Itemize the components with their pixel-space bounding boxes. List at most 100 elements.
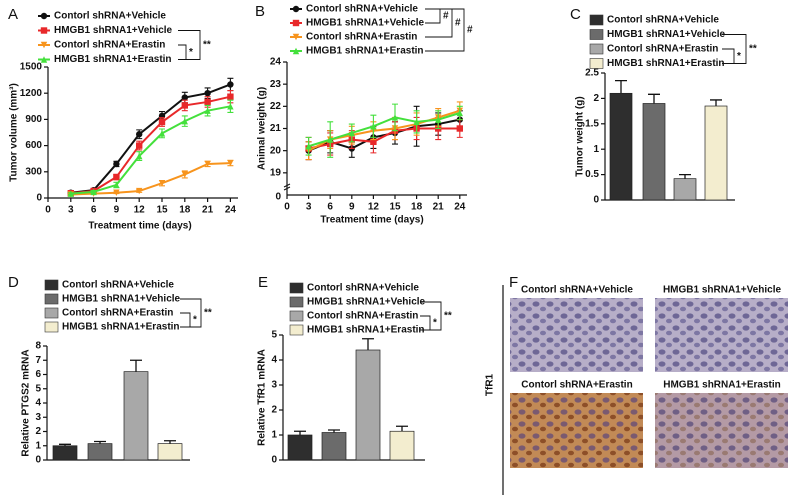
marker [456, 109, 463, 117]
legend-marker [292, 5, 300, 13]
x-tick-label: 21 [433, 202, 445, 213]
x-tick-label: 21 [202, 205, 214, 216]
y-tick-label: 1.5 [585, 118, 599, 129]
marker [348, 129, 355, 137]
marker [204, 160, 211, 168]
legend-label: Contorl shRNA+Erastin [307, 311, 418, 322]
marker [370, 138, 377, 145]
significance-label: * [737, 51, 741, 62]
significance-label: * [189, 47, 193, 58]
legend-label: HMGB1 shRNA1+Vehicle [307, 297, 426, 308]
bar [321, 432, 347, 461]
legend-label: Contorl shRNA+Erastin [54, 40, 165, 51]
x-tick-label: 6 [327, 202, 333, 213]
significance-label: ** [749, 44, 757, 55]
panel-label: C [570, 6, 581, 23]
chart: B Animal weight (g)19 20 21 22 23 24 Contorl sh… [255, 3, 473, 226]
y-tick-label: 0 [271, 455, 277, 466]
legend-marker [292, 19, 300, 27]
legend-label: HMGB1 shRNA1+Vehicle [54, 25, 173, 36]
bar [355, 349, 381, 461]
marker [181, 94, 188, 101]
x-tick-label: 15 [156, 205, 168, 216]
legend-label: Contorl shRNA+Vehicle [306, 4, 418, 15]
marker [204, 90, 211, 97]
legend-swatch [589, 58, 604, 69]
y-tick-label: 23 [270, 79, 282, 90]
legend-label: HMGB1 shRNA1+Erastin [306, 46, 424, 57]
x-tick-label: 12 [134, 205, 146, 216]
panel-label: B [255, 3, 265, 20]
legend-label: HMGB1 shRNA1+Erastin [62, 322, 180, 333]
y-tick-label: 2 [35, 426, 41, 437]
x-axis-label: Treatment time (days) [320, 215, 423, 226]
significance-bracket [180, 312, 191, 328]
marker [327, 136, 334, 143]
legend-label: Contorl shRNA+Vehicle [607, 15, 719, 26]
y-tick-label: 4 [271, 355, 277, 366]
bar [642, 103, 666, 201]
x-tick-label: 24 [225, 205, 237, 216]
legend-label: HMGB1 shRNA1+Erastin [607, 58, 725, 69]
significance-bracket [180, 298, 202, 328]
marker [204, 98, 211, 106]
bar [609, 92, 633, 201]
y-tick-label: 1 [35, 440, 41, 451]
legend-swatch [589, 29, 604, 40]
marker [227, 103, 234, 110]
marker [158, 130, 166, 137]
error-bar [164, 440, 176, 444]
y-tick-label: 19 [270, 167, 282, 178]
y-tick-label: 0 [36, 193, 42, 204]
row-label: TfR1 [485, 373, 496, 396]
significance-label: # [455, 18, 461, 29]
legend-marker [292, 33, 300, 41]
marker [113, 173, 120, 181]
ihc-image [510, 393, 643, 468]
legend-swatch [44, 321, 59, 333]
legend-label: HMGB1 shRNA1+Erastin [307, 325, 425, 336]
significance-label: ** [203, 40, 211, 51]
y-tick-label: 0 [593, 195, 599, 206]
y-tick-label: 20 [270, 145, 282, 156]
marker [413, 118, 420, 126]
bar [157, 443, 183, 461]
error-bar [648, 93, 660, 104]
legend-swatch [44, 307, 59, 319]
x-tick-label: 9 [349, 202, 355, 213]
significance-bracket [420, 301, 442, 331]
legend-swatch [289, 296, 304, 308]
bar [87, 443, 113, 461]
marker [136, 142, 143, 149]
y-tick-label: 0 [35, 455, 41, 466]
legend-label: Contorl shRNA+Erastin [62, 308, 173, 319]
significance-label: # [443, 11, 449, 22]
marker [158, 179, 166, 187]
x-tick-label: 0 [45, 205, 51, 216]
x-axis-label: Treatment time (days) [88, 221, 191, 232]
y-tick-label: 6 [35, 369, 41, 380]
legend-label: Contorl shRNA+Vehicle [62, 280, 174, 291]
y-tick-label: 3 [271, 380, 277, 391]
y-axis-label: Relative PTGS2 mRNA [21, 349, 32, 456]
panel-label: D [8, 274, 19, 291]
axis-break [283, 183, 291, 191]
image-title: Contorl shRNA+Vehicle [521, 285, 633, 296]
bar [123, 371, 149, 461]
y-tick-label: 2 [593, 93, 599, 104]
y-tick-label: 5 [35, 383, 41, 394]
axis-break-label: 0 [275, 192, 281, 203]
significance-bracket [425, 8, 441, 24]
image-title: HMGB1 shRNA1+Erastin [663, 380, 781, 391]
significance-label: ** [204, 308, 212, 319]
image-title: HMGB1 shRNA1+Vehicle [663, 285, 782, 296]
significance-label: * [433, 318, 437, 329]
marker [181, 171, 188, 178]
x-tick-label: 15 [389, 202, 401, 213]
y-tick-label: 22 [270, 101, 282, 112]
error-bar [294, 430, 306, 435]
bar [704, 105, 728, 201]
y-tick-label: 3 [35, 412, 41, 423]
